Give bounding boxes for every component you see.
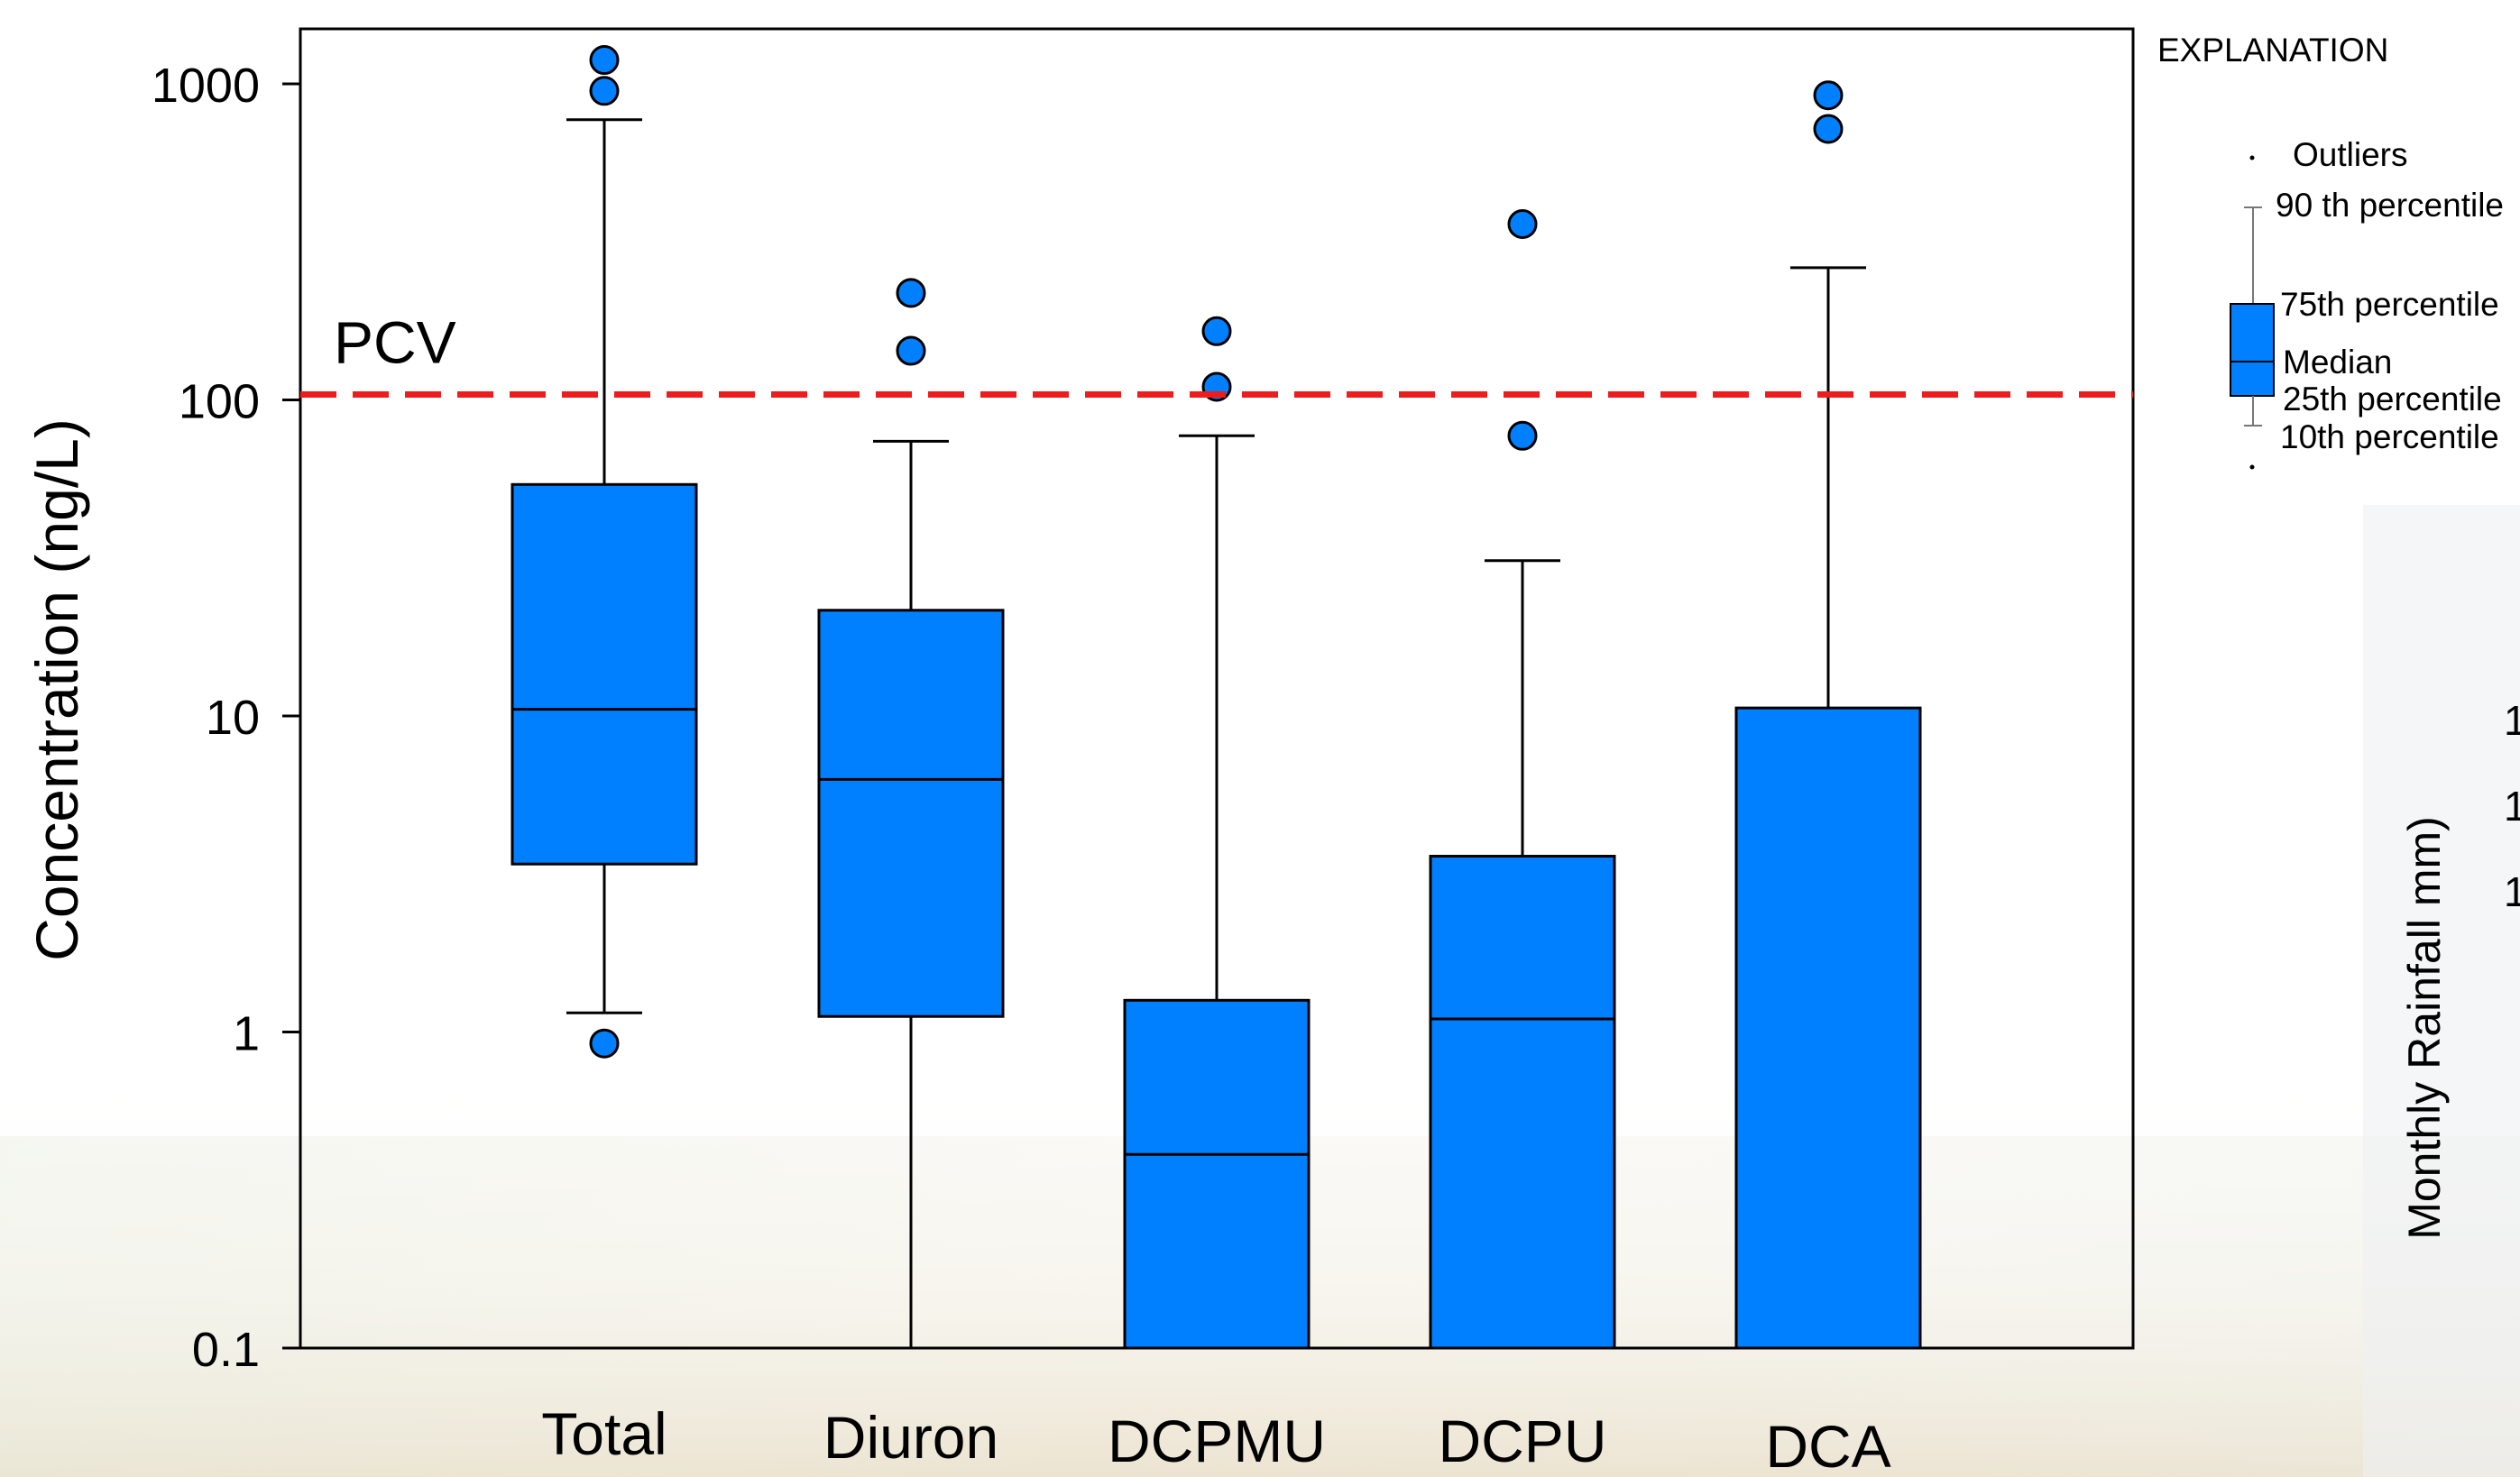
- legend-outlier-dot: [2249, 155, 2255, 161]
- boxes-group: [510, 45, 1922, 1350]
- legend-box: [2230, 303, 2275, 397]
- x-category-label-2: DCPMU: [1108, 1408, 1326, 1474]
- x-category-label-3: DCPU: [1438, 1408, 1606, 1474]
- outlier-total-0: [589, 1028, 620, 1059]
- box-diuron: [817, 609, 1005, 1018]
- x-category-label-1: Diuron: [823, 1404, 998, 1471]
- secondary-tick-2: 1: [2504, 783, 2520, 830]
- box-dca: [1734, 706, 1922, 1350]
- y-tick-label-2: 10: [206, 691, 260, 745]
- legend-title: EXPLANATION: [2157, 32, 2388, 69]
- outlier-total-1: [589, 76, 620, 106]
- secondary-axis: Monthly Rainfall mm) 1 1 1: [2399, 697, 2520, 1240]
- outlier-dca-1: [1813, 80, 1844, 111]
- legend-q1-label: 25th percentile: [2283, 381, 2502, 417]
- y-axis-title: Concentration (ng/L): [23, 418, 90, 961]
- x-category-label-0: Total: [541, 1400, 667, 1467]
- outlier-diuron-0: [896, 335, 926, 366]
- legend-q3-label: 75th percentile: [2280, 286, 2499, 323]
- outlier-dcpu-0: [1507, 420, 1538, 451]
- secondary-axis-title: Monthly Rainfall mm): [2399, 816, 2450, 1240]
- outlier-total-2: [589, 45, 620, 76]
- outlier-diuron-1: [896, 278, 926, 308]
- legend-median-label: Median: [2283, 344, 2392, 381]
- legend: EXPLANATION Outliers 90 th percentile 75…: [2157, 32, 2504, 470]
- box-dcpu: [1429, 855, 1616, 1350]
- x-axis: Total Diuron DCPMU DCPU DCA: [541, 1400, 1890, 1477]
- legend-p90-label: 90 th percentile: [2276, 187, 2504, 224]
- legend-outliers-label: Outliers: [2293, 136, 2407, 173]
- box-dcpmu: [1123, 998, 1311, 1350]
- outlier-dcpu-1: [1507, 209, 1538, 240]
- outlier-dcpmu-1: [1201, 316, 1232, 346]
- secondary-tick-3: 1: [2504, 868, 2520, 915]
- y-tick-label-1: 100: [179, 375, 260, 429]
- x-category-label-4: DCA: [1765, 1413, 1890, 1477]
- y-tick-label-0: 1000: [152, 59, 260, 113]
- legend-p10-label: 10th percentile: [2280, 418, 2499, 455]
- secondary-tick-1: 1: [2504, 697, 2520, 744]
- y-tick-label-3: 1: [233, 1007, 260, 1061]
- y-axis: 1000 100 10 1 0.1: [152, 59, 300, 1377]
- pcv-label: PCV: [334, 309, 456, 376]
- y-tick-label-4: 0.1: [192, 1323, 260, 1377]
- outlier-dca-0: [1813, 114, 1844, 144]
- box-total: [510, 482, 698, 866]
- legend-bottom-dot: [2249, 464, 2255, 470]
